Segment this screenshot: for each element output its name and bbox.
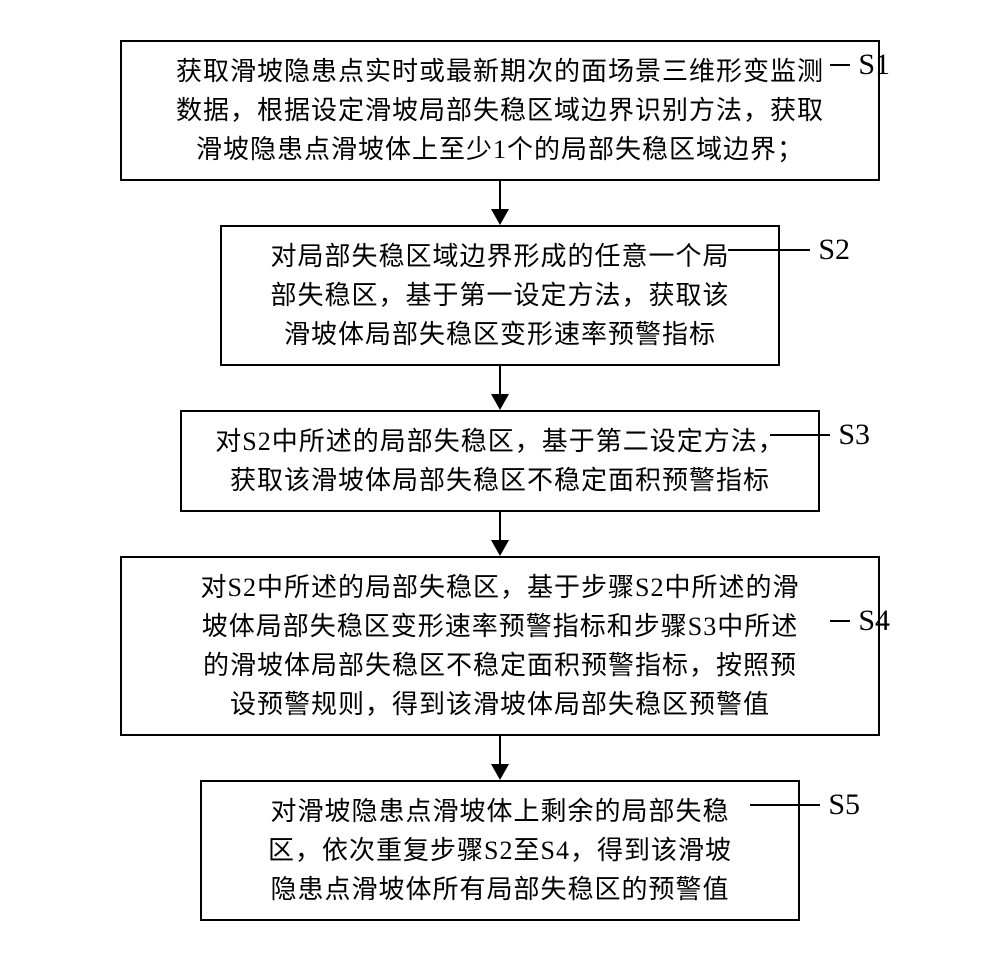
- flow-node-s1: 获取滑坡隐患点实时或最新期次的面场景三维形变监测数据，根据设定滑坡局部失稳区域边…: [120, 40, 880, 181]
- flow-label-s4: S4: [858, 604, 890, 638]
- flow-label-s5: S5: [828, 788, 860, 822]
- label-connector: [728, 249, 810, 251]
- flow-label-s3: S3: [838, 418, 870, 452]
- flow-label-s2: S2: [818, 233, 850, 267]
- label-connector: [830, 64, 850, 66]
- label-connector: [770, 434, 830, 436]
- flow-row: 对S2中所述的局部失稳区，基于步骤S2中所述的滑坡体局部失稳区变形速率预警指标和…: [60, 556, 940, 736]
- flow-node-s5: 对滑坡隐患点滑坡体上剩余的局部失稳区，依次重复步骤S2至S4，得到该滑坡隐患点滑…: [200, 780, 800, 921]
- flow-row: 对滑坡隐患点滑坡体上剩余的局部失稳区，依次重复步骤S2至S4，得到该滑坡隐患点滑…: [60, 780, 940, 921]
- flow-label-s1: S1: [858, 48, 890, 82]
- flow-row: 对S2中所述的局部失稳区，基于第二设定方法，获取该滑坡体局部失稳区不稳定面积预警…: [60, 410, 940, 512]
- arrow-down-icon: [491, 512, 509, 556]
- label-connector: [830, 620, 850, 622]
- flow-node-s4: 对S2中所述的局部失稳区，基于步骤S2中所述的滑坡体局部失稳区变形速率预警指标和…: [120, 556, 880, 736]
- flow-node-s2: 对局部失稳区域边界形成的任意一个局部失稳区，基于第一设定方法，获取该滑坡体局部失…: [220, 225, 780, 366]
- label-connector: [750, 804, 820, 806]
- arrow-down-icon: [491, 736, 509, 780]
- flow-node-s3: 对S2中所述的局部失稳区，基于第二设定方法，获取该滑坡体局部失稳区不稳定面积预警…: [180, 410, 820, 512]
- flow-row: 获取滑坡隐患点实时或最新期次的面场景三维形变监测数据，根据设定滑坡局部失稳区域边…: [60, 40, 940, 181]
- arrow-down-icon: [491, 366, 509, 410]
- flow-row: 对局部失稳区域边界形成的任意一个局部失稳区，基于第一设定方法，获取该滑坡体局部失…: [60, 225, 940, 366]
- flowchart-container: 获取滑坡隐患点实时或最新期次的面场景三维形变监测数据，根据设定滑坡局部失稳区域边…: [60, 40, 940, 921]
- arrow-down-icon: [491, 181, 509, 225]
